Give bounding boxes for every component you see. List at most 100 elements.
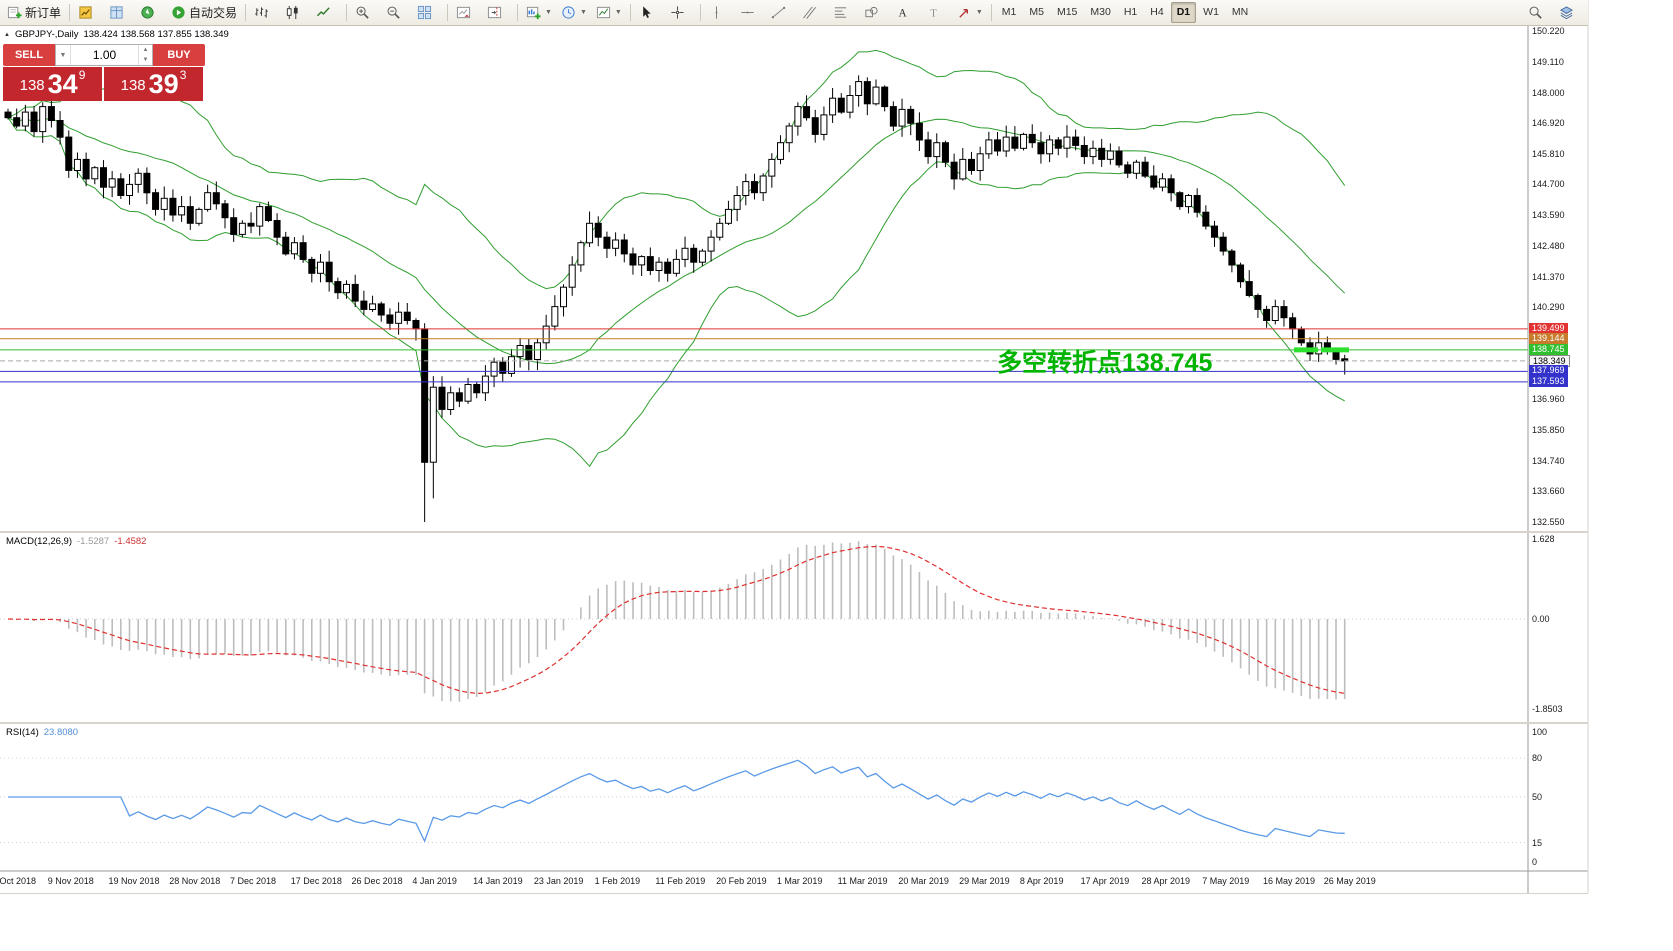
date-axis-label: 19 Nov 2018 bbox=[108, 876, 160, 886]
price-level-label: 139.499 bbox=[1529, 322, 1568, 334]
new-order-button[interactable]: 新订单 bbox=[3, 1, 65, 24]
search-button[interactable] bbox=[1524, 1, 1554, 24]
timeframe-button-m30[interactable]: M30 bbox=[1090, 6, 1111, 18]
date-axis-label: 17 Dec 2018 bbox=[290, 876, 342, 886]
date-axis-label: 8 Apr 2019 bbox=[1019, 876, 1064, 886]
cursor-icon bbox=[639, 5, 654, 20]
toolbar-separator bbox=[699, 4, 701, 21]
chartshift-icon bbox=[487, 5, 502, 20]
date-axis-label: 7 Dec 2018 bbox=[230, 876, 277, 886]
new-chart-button[interactable]: ▼ bbox=[522, 1, 556, 24]
rsi-name: RSI(14) bbox=[6, 727, 39, 738]
chart-shift-button[interactable] bbox=[483, 1, 513, 24]
timeframe-button-h4[interactable]: H4 bbox=[1150, 6, 1164, 18]
trendline-button[interactable] bbox=[767, 1, 797, 24]
zoom-in-button[interactable] bbox=[351, 1, 381, 24]
arrow-icon bbox=[957, 5, 972, 20]
horizontal-line-button[interactable] bbox=[736, 1, 766, 24]
timeframe-button-mn[interactable]: MN bbox=[1231, 6, 1249, 18]
price-axis-label: 150.220 bbox=[1532, 26, 1565, 36]
channel-button[interactable] bbox=[798, 1, 828, 24]
buy-button[interactable]: BUY bbox=[153, 44, 205, 66]
frame-layer bbox=[0, 0, 1589, 894]
label-button[interactable]: T bbox=[922, 1, 952, 24]
price-axis-label: 136.960 bbox=[1532, 394, 1565, 405]
date-axis-label: 1 Feb 2019 bbox=[594, 876, 641, 886]
timeframe-button-m1[interactable]: M1 bbox=[1001, 6, 1017, 18]
bar-chart-button[interactable] bbox=[250, 1, 280, 24]
volume-stepper[interactable]: ▲ ▼ bbox=[138, 45, 152, 65]
text-button[interactable]: A bbox=[891, 1, 921, 24]
template-button[interactable]: ▼ bbox=[592, 1, 626, 24]
chevron-down-icon: ▼ bbox=[545, 9, 552, 16]
ask-price-sup: 3 bbox=[179, 68, 187, 82]
macd-name: MACD(12,26,9) bbox=[6, 536, 72, 547]
price-axis-label: 132.550 bbox=[1532, 516, 1565, 527]
objects-list-button[interactable] bbox=[1555, 1, 1585, 24]
bid-price-sup: 9 bbox=[78, 68, 86, 82]
date-axis-label: 11 Feb 2019 bbox=[655, 876, 706, 886]
fibonacci-button[interactable] bbox=[829, 1, 859, 24]
timeframe-button-d1[interactable]: D1 bbox=[1170, 2, 1197, 23]
date-axis-label: 26 Dec 2018 bbox=[351, 876, 403, 886]
vline-icon bbox=[709, 5, 724, 20]
volume-control[interactable]: ▼ 1.00 ▲ ▼ bbox=[55, 44, 153, 66]
chart-symbol-period: GBPJPY-,Daily bbox=[14, 29, 79, 40]
timeframe-button-w1[interactable]: W1 bbox=[1203, 6, 1219, 18]
timeframe-button-m5[interactable]: M5 bbox=[1029, 6, 1044, 18]
chart-title: ▲ GBPJPY-,Daily 138.424 138.568 137.855 … bbox=[4, 29, 229, 40]
bid-price-big: 34 bbox=[47, 69, 78, 99]
data-window-button[interactable] bbox=[105, 1, 135, 24]
period-button[interactable]: ▼ bbox=[557, 1, 591, 24]
price-level-label: 139.144 bbox=[1529, 332, 1568, 344]
toolbar-separator bbox=[629, 4, 631, 21]
crosshair-button[interactable] bbox=[666, 1, 696, 24]
volume-value[interactable]: 1.00 bbox=[92, 48, 117, 62]
market-watch-button[interactable] bbox=[74, 1, 104, 24]
rsi-axis-label: 15 bbox=[1532, 837, 1543, 848]
price-axis-label: 133.660 bbox=[1532, 486, 1565, 497]
price-axis-label: 145.810 bbox=[1532, 148, 1565, 159]
toolbar: 新订单 自动交易 ▼ ▼ ▼ A T ▼ M1 M5 M15 M30 H1 H4 D1 W1 MN bbox=[0, 0, 1588, 26]
macd-axis-label: -1.8503 bbox=[1532, 704, 1563, 715]
timeframe-button-h1[interactable]: H1 bbox=[1123, 6, 1138, 18]
auto-scroll-button[interactable] bbox=[452, 1, 482, 24]
vertical-line-button[interactable] bbox=[705, 1, 735, 24]
sell-button[interactable]: SELL bbox=[3, 44, 55, 66]
cursor-button[interactable] bbox=[635, 1, 665, 24]
svg-text:T: T bbox=[930, 8, 937, 19]
price-axis-label: 141.370 bbox=[1532, 271, 1565, 282]
one-click-trade-panel: SELL ▼ 1.00 ▲ ▼ BUY 138 34 9 138 39 3 bbox=[3, 44, 205, 101]
text-icon: A bbox=[895, 5, 910, 20]
tile-windows-button[interactable] bbox=[413, 1, 443, 24]
svg-text:A: A bbox=[898, 8, 907, 20]
price-axis-label: 143.590 bbox=[1532, 210, 1565, 221]
price-axis-label: 148.000 bbox=[1532, 87, 1565, 98]
candle-chart-button[interactable] bbox=[281, 1, 311, 24]
collapse-icon[interactable]: ▲ bbox=[4, 31, 10, 38]
line-chart-button[interactable] bbox=[312, 1, 342, 24]
ask-price-button[interactable]: 138 39 3 bbox=[104, 67, 203, 101]
date-axis-label: 20 Mar 2019 bbox=[898, 876, 949, 886]
chart-ohlc-values: 138.424 138.568 137.855 138.349 bbox=[83, 29, 229, 40]
date-axis-label: 26 May 2019 bbox=[1323, 876, 1376, 886]
chevron-down-icon: ▼ bbox=[975, 9, 983, 16]
arrows-button[interactable]: ▼ bbox=[953, 1, 987, 24]
timeframe-button-m15[interactable]: M15 bbox=[1056, 6, 1078, 18]
toolbar-separator bbox=[346, 4, 348, 21]
market-watch-icon bbox=[78, 5, 93, 20]
price-level-label: 137.969 bbox=[1529, 365, 1568, 377]
zoom-out-button[interactable] bbox=[382, 1, 412, 24]
search-icon bbox=[1528, 5, 1543, 20]
bid-price-button[interactable]: 138 34 9 bbox=[3, 67, 102, 101]
navigator-button[interactable] bbox=[136, 1, 166, 24]
date-axis-label: 23 Jan 2019 bbox=[533, 876, 584, 886]
volume-dropdown-arrow[interactable]: ▼ bbox=[56, 45, 71, 65]
volume-down-arrow[interactable]: ▼ bbox=[142, 57, 149, 63]
shapes-button[interactable] bbox=[860, 1, 890, 24]
date-axis-label: 28 Nov 2018 bbox=[169, 876, 221, 886]
algo-trading-button[interactable]: 自动交易 bbox=[167, 1, 241, 24]
candles-icon bbox=[285, 5, 300, 20]
volume-up-arrow[interactable]: ▲ bbox=[142, 47, 149, 53]
